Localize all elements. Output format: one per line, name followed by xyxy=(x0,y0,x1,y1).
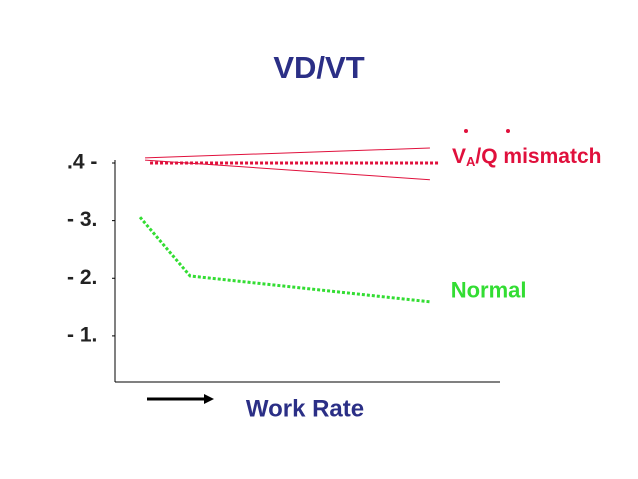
y-tick-label: .4 - xyxy=(67,151,97,174)
dot-accent xyxy=(464,129,468,133)
arrow-head xyxy=(204,394,214,404)
y-tick-label: - 3. xyxy=(67,208,97,231)
annotation-subscript: A xyxy=(466,154,476,169)
series-label: Normal xyxy=(451,278,527,303)
series-line xyxy=(138,216,431,304)
series-line xyxy=(145,147,430,159)
x-axis-label: Work Rate xyxy=(246,395,364,422)
annotation-part: /Q mismatch xyxy=(475,145,601,168)
series-line xyxy=(144,159,430,181)
chart-title: VD/VT xyxy=(273,50,364,85)
annotation-part: V xyxy=(452,145,466,168)
dot-accent xyxy=(506,129,510,133)
annotation: VA/Q mismatch xyxy=(452,145,601,170)
y-tick-label: - 1. xyxy=(67,323,97,346)
y-tick-label: - 2. xyxy=(67,266,97,289)
